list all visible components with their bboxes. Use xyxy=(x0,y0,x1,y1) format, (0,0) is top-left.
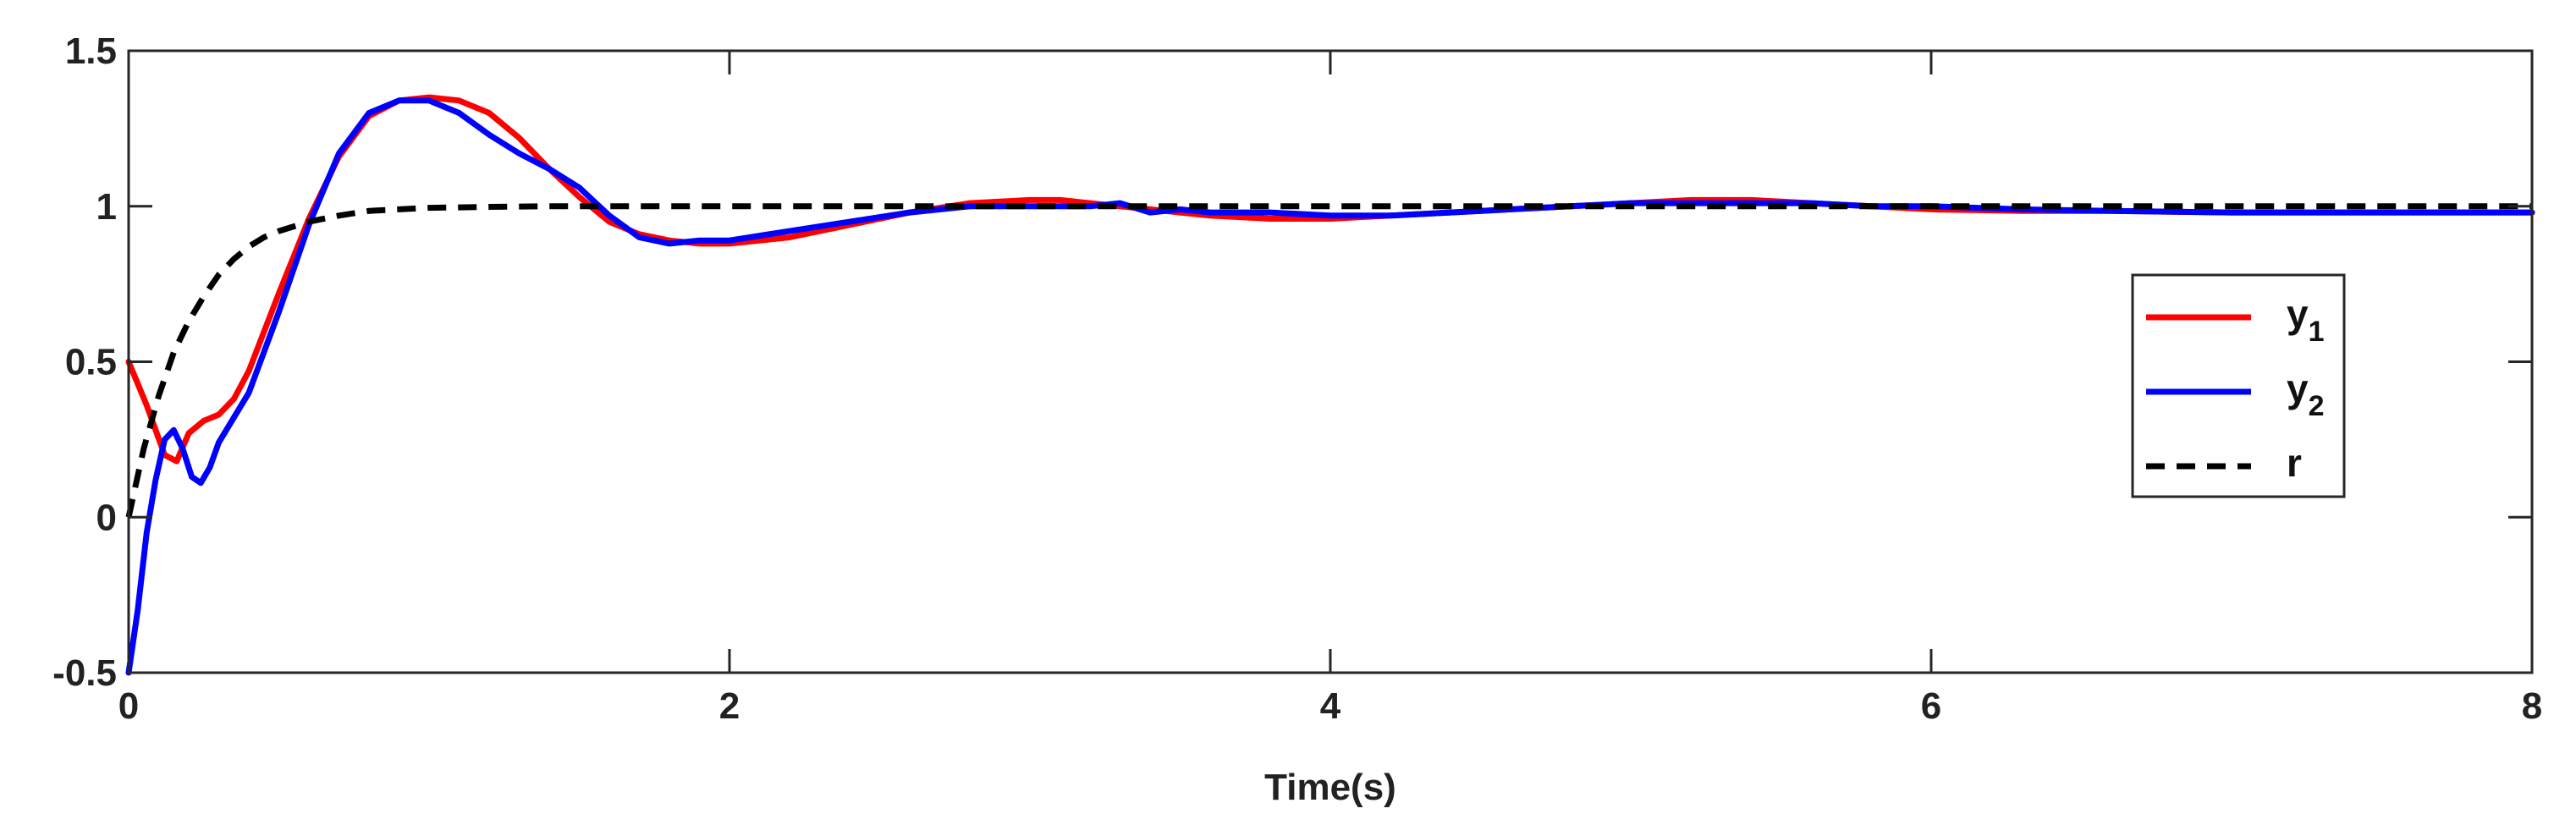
legend-label-name: y xyxy=(2287,292,2309,336)
series-line-y1 xyxy=(125,94,2535,465)
series-line-r xyxy=(125,203,2532,519)
series-layer xyxy=(125,94,2535,676)
x-tick-label: 8 xyxy=(2522,685,2542,727)
legend-label: r xyxy=(2287,441,2302,485)
y-tick-label: 1 xyxy=(96,186,117,228)
legend-label: y2 xyxy=(2287,366,2325,422)
legend-label-name: r xyxy=(2287,441,2302,485)
ticks-layer: 0 2 4 6 8-0.500.511.5 xyxy=(52,30,2542,727)
x-tick-label: 4 xyxy=(1320,685,1341,727)
y-tick-label: 1.5 xyxy=(65,30,117,72)
x-axis-label: Time(s) xyxy=(1264,767,1396,808)
legend-label-subscript: 1 xyxy=(2309,316,2325,348)
legend-label: y1 xyxy=(2287,292,2325,348)
y-tick-label: 0.5 xyxy=(65,342,117,383)
series-line-y2 xyxy=(125,97,2535,676)
legend-label-subscript: 2 xyxy=(2309,390,2325,422)
legend-box xyxy=(2131,273,2346,498)
legend-label-name: y xyxy=(2287,366,2309,410)
x-tick-label: 0 xyxy=(118,685,139,727)
x-tick-label: 6 xyxy=(1921,685,1941,727)
x-tick-label: 2 xyxy=(719,685,740,727)
y-tick-label: -0.5 xyxy=(52,652,117,694)
y-tick-label: 0 xyxy=(96,497,117,538)
